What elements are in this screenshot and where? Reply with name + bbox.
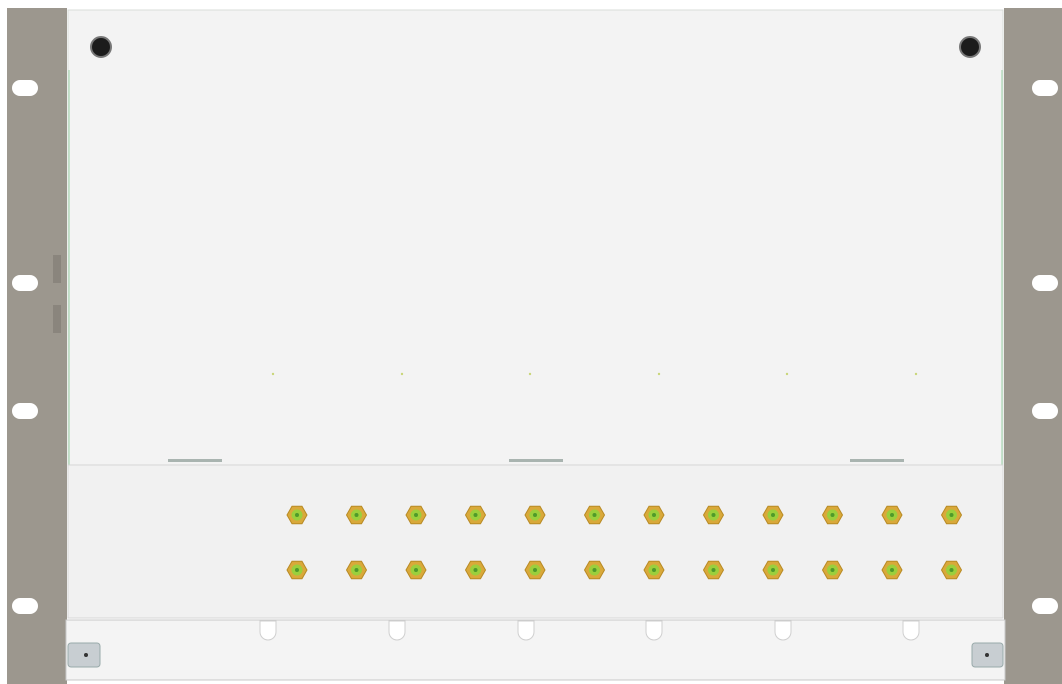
rack-panel [0, 0, 1062, 684]
screw [91, 37, 111, 57]
marker [401, 373, 403, 375]
ear-slot [1032, 80, 1058, 96]
handle [850, 459, 904, 462]
ear-slot [1032, 403, 1058, 419]
notch [389, 621, 405, 640]
connector-pin [593, 513, 597, 517]
marker [658, 373, 660, 375]
marker [272, 373, 274, 375]
ear-slot [12, 80, 38, 96]
connector-pin [355, 568, 359, 572]
connector-pin [712, 513, 716, 517]
connector-pin [533, 568, 537, 572]
bracket-hole [985, 653, 989, 657]
connector-pin [771, 513, 775, 517]
bracket-hole [84, 653, 88, 657]
connector-pin [474, 513, 478, 517]
latch [53, 255, 61, 283]
connector-pin [831, 513, 835, 517]
connector-pin [890, 513, 894, 517]
connector-pin [950, 513, 954, 517]
ear-slot [1032, 275, 1058, 291]
connector-pin [890, 568, 894, 572]
connector-pin [652, 568, 656, 572]
left-rack-ear [7, 8, 67, 684]
connector-pin [712, 568, 716, 572]
connector-pin [652, 513, 656, 517]
ear-slot [1032, 598, 1058, 614]
screw [960, 37, 980, 57]
connector-panel [68, 465, 1003, 618]
ear-slot [12, 403, 38, 419]
connector-pin [771, 568, 775, 572]
notch [903, 621, 919, 640]
latch [53, 305, 61, 333]
connector-pin [593, 568, 597, 572]
ear-slot [12, 275, 38, 291]
marker [915, 373, 917, 375]
connector-pin [355, 513, 359, 517]
connector-pin [533, 513, 537, 517]
handle [168, 459, 222, 462]
connector-pin [414, 513, 418, 517]
connector-pin [950, 568, 954, 572]
marker [529, 373, 531, 375]
ear-slot [12, 598, 38, 614]
bottom-strip [66, 620, 1005, 680]
notch [775, 621, 791, 640]
page: (() => { const svg = document.getElement… [0, 0, 1062, 684]
connector-pin [474, 568, 478, 572]
connector-pin [295, 568, 299, 572]
handle [509, 459, 563, 462]
notch [260, 621, 276, 640]
notch [518, 621, 534, 640]
right-rack-ear [1004, 8, 1062, 684]
notch [646, 621, 662, 640]
connector-pin [414, 568, 418, 572]
connector-pin [295, 513, 299, 517]
upper-panel [68, 10, 1003, 465]
marker [786, 373, 788, 375]
connector-pin [831, 568, 835, 572]
